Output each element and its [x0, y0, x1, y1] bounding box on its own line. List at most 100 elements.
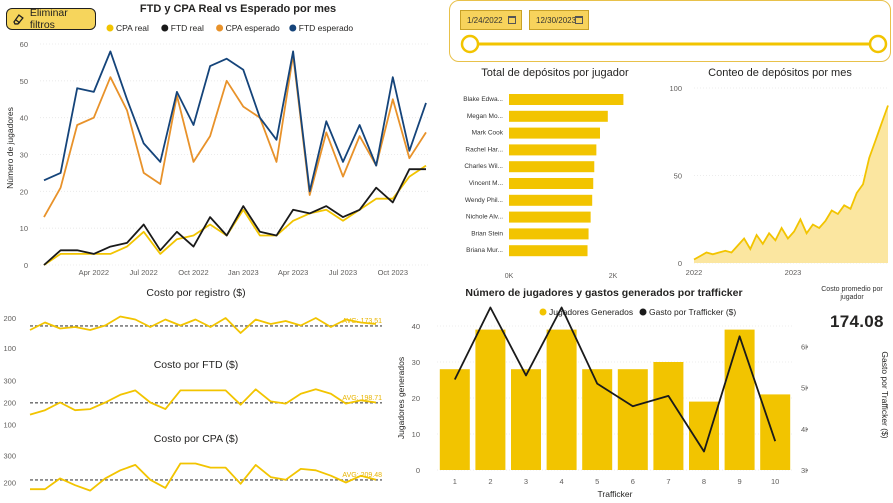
bar-category-label: Briana Mur...: [466, 247, 503, 254]
legend-marker: [106, 24, 114, 32]
x-tick-label: 9: [738, 477, 742, 486]
slider-start-handle[interactable]: [460, 34, 480, 54]
kpi-value: 174.08: [830, 312, 884, 331]
legend-marker: [216, 24, 224, 32]
x-tick-label: 10: [771, 477, 779, 486]
bar-category-label: Wendy Phil...: [465, 197, 503, 204]
legend-marker: [539, 308, 547, 316]
legend-label: FTD esperado: [299, 23, 354, 33]
bar: [511, 369, 541, 470]
slider-end-handle[interactable]: [868, 34, 888, 54]
ftd-cpa-line-chart: FTD y CPA Real vs Esperado por mes CPA r…: [5, 3, 430, 277]
x-tick-label: Jan 2023: [228, 268, 259, 277]
bar: [582, 369, 613, 470]
bar-category-label: Brian Stein: [471, 230, 503, 237]
legend-marker: [289, 24, 297, 32]
bar: [509, 127, 600, 139]
chart-title: Total de depósitos por jugador: [481, 67, 629, 79]
x-tick-label: 2K: [609, 273, 618, 280]
bar-category-label: Mark Cook: [472, 130, 504, 137]
x-tick-label: 3: [524, 477, 528, 486]
bar: [509, 194, 593, 206]
y-tick-label: 30: [412, 358, 420, 367]
bar-category-label: Blake Edwa...: [463, 96, 503, 103]
bar-category-label: Nichole Alv...: [466, 214, 503, 221]
eraser-icon: [13, 13, 24, 25]
x-tick-label: Apr 2022: [79, 268, 109, 277]
legend-label: Gasto por Trafficker ($): [649, 307, 736, 317]
chart-title: Número de jugadores y gastos generados p…: [465, 287, 742, 299]
bar-category-label: Charles Wil...: [464, 163, 503, 170]
x-tick-label: Jul 2023: [329, 268, 357, 277]
legend-marker: [161, 24, 169, 32]
y-tick-label: 300: [3, 451, 16, 460]
x-tick-label: Apr 2023: [278, 268, 308, 277]
y-tick-label: 0: [416, 466, 420, 475]
x-tick-label: 2023: [785, 268, 802, 277]
bar: [509, 178, 594, 189]
x-tick-label: Jul 2022: [129, 268, 157, 277]
y-right-tick-label: 6K: [801, 343, 808, 352]
x-tick-label: 2022: [686, 268, 703, 277]
series-line: [43, 164, 427, 266]
series-line: [43, 54, 427, 218]
start-date-value: 1/24/2022: [467, 15, 503, 25]
date-range-slider[interactable]: [450, 31, 892, 61]
x-tick-label: 6: [631, 477, 635, 486]
chart-title: Costo por FTD ($): [154, 359, 239, 371]
y-right-axis-label: Gasto por Trafficker ($): [880, 351, 890, 438]
bar: [509, 161, 595, 173]
y-axis-label: Jugadores generados: [396, 357, 406, 439]
kpi-label: Costo promedio por jugador: [821, 286, 883, 301]
y-right-tick-label: 3K: [801, 466, 808, 475]
y-axis-label: Número de jugadores: [5, 107, 15, 189]
bar: [509, 94, 624, 105]
trafficker-combo-chart: Número de jugadores y gastos generados p…: [396, 287, 808, 499]
x-tick-label: 8: [702, 477, 706, 486]
y-tick-label: 40: [412, 322, 420, 331]
deposits-per-month-chart: Conteo de depósitos por mes 0 50 100 2022 20…: [669, 67, 889, 277]
x-axis-label: Trafficker: [598, 489, 633, 499]
kpi-card: Costo promedio por jugador 174.08: [812, 286, 892, 336]
y-tick-label: 30: [20, 151, 28, 160]
y-tick-label: 50: [674, 172, 682, 181]
date-slicer: 1/24/2022 12/30/2023: [449, 0, 891, 62]
calendar-icon: [508, 16, 516, 24]
x-tick-label: 1: [453, 477, 457, 486]
bar: [509, 211, 591, 223]
end-date-value: 12/30/2023: [536, 15, 577, 25]
bar-category-label: Vincent M...: [469, 180, 503, 187]
end-date-input[interactable]: 12/30/2023: [529, 10, 589, 30]
chart-title: Costo por registro ($): [146, 287, 245, 299]
y-tick-label: 40: [20, 114, 28, 123]
chart-title: Conteo de depósitos por mes: [708, 67, 852, 79]
clear-filters-button[interactable]: Eliminar filtros: [6, 7, 96, 31]
series-line: [43, 168, 426, 266]
clear-filters-label: Eliminar filtros: [29, 7, 68, 31]
y-tick-label: 20: [20, 187, 28, 196]
y-tick-label: 10: [20, 224, 28, 233]
spend-line: [453, 306, 777, 453]
average-label: AVG: 198.71: [342, 395, 382, 402]
y-tick-label: 100: [3, 344, 16, 353]
y-tick-label: 0: [24, 261, 28, 270]
bar: [653, 362, 684, 470]
y-tick-label: 100: [669, 84, 682, 93]
bar: [439, 369, 470, 470]
y-tick-label: 50: [20, 77, 28, 86]
x-tick-label: 5: [595, 477, 599, 486]
bar: [617, 369, 648, 470]
y-tick-label: 60: [20, 40, 28, 49]
x-tick-label: Oct 2022: [178, 268, 208, 277]
x-tick-label: 7: [666, 477, 670, 486]
legend-label: CPA real: [116, 23, 149, 33]
x-tick-label: Oct 2023: [378, 268, 408, 277]
start-date-input[interactable]: 1/24/2022: [460, 10, 522, 30]
y-right-tick-label: 5K: [801, 384, 808, 393]
bar: [475, 329, 506, 470]
y-right-tick-label: 4K: [801, 425, 808, 434]
series-line: [43, 50, 427, 193]
combo-right-axis-label: Gasto por Trafficker ($): [880, 351, 890, 438]
deposits-by-player-chart: Total de depósitos por jugador Blake Edw…: [463, 67, 629, 280]
cost-line: [29, 315, 377, 334]
